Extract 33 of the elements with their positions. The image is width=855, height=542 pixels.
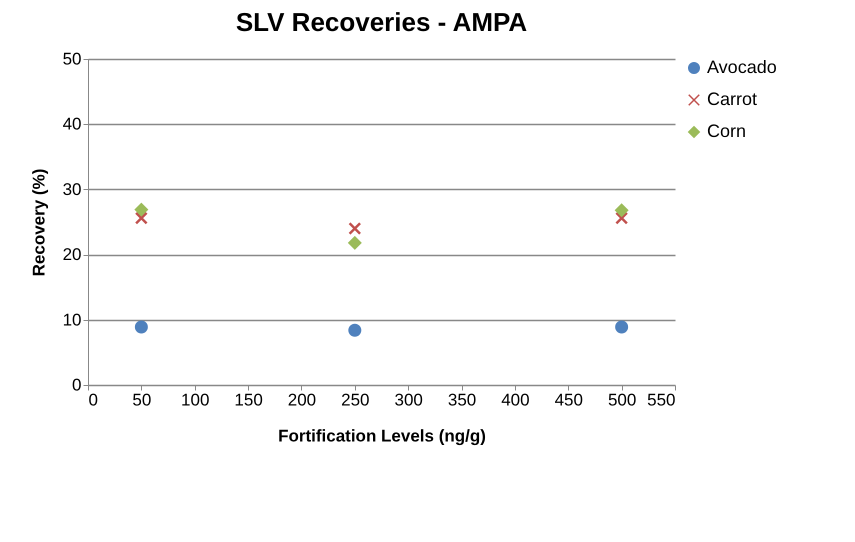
y-tick-label: 10 — [62, 310, 82, 330]
y-tick-label: 0 — [72, 376, 82, 394]
y-tick-label: 30 — [62, 180, 82, 199]
x-tick-label: 350 — [448, 390, 476, 410]
legend-label: Corn — [707, 121, 746, 141]
point — [348, 222, 362, 236]
point — [615, 204, 628, 217]
y-axis-title: Recovery (%) — [30, 168, 49, 276]
x-tick-label: 450 — [554, 390, 583, 410]
x-tick-label: 200 — [288, 390, 316, 410]
x-tick-label: 550 — [647, 390, 676, 410]
point — [134, 212, 148, 225]
x-tick-label: 50 — [132, 390, 152, 410]
x-tick-label: 250 — [341, 390, 370, 410]
x-tick-label: 500 — [608, 390, 636, 410]
point — [134, 203, 148, 216]
y-tick-label: 20 — [62, 245, 82, 264]
chart-title: SLV Recoveries - AMPA — [236, 7, 528, 37]
x-tick-label: 400 — [501, 390, 530, 410]
point — [615, 212, 628, 225]
point — [134, 320, 148, 334]
x-tick-label: 100 — [181, 390, 210, 410]
x-tick-label: 150 — [234, 390, 263, 410]
point — [615, 320, 628, 334]
point — [348, 324, 362, 337]
point — [348, 236, 362, 250]
x-axis-title: Fortification Levels (ng/g) — [278, 426, 486, 446]
x-tick-label: 0 — [88, 390, 98, 410]
legend-label: Carrot — [707, 89, 758, 109]
legend-label: Avocado — [707, 57, 777, 77]
y-tick-label: 40 — [62, 114, 82, 134]
y-tick-label: 50 — [62, 50, 82, 68]
x-tick-label: 300 — [394, 390, 423, 410]
